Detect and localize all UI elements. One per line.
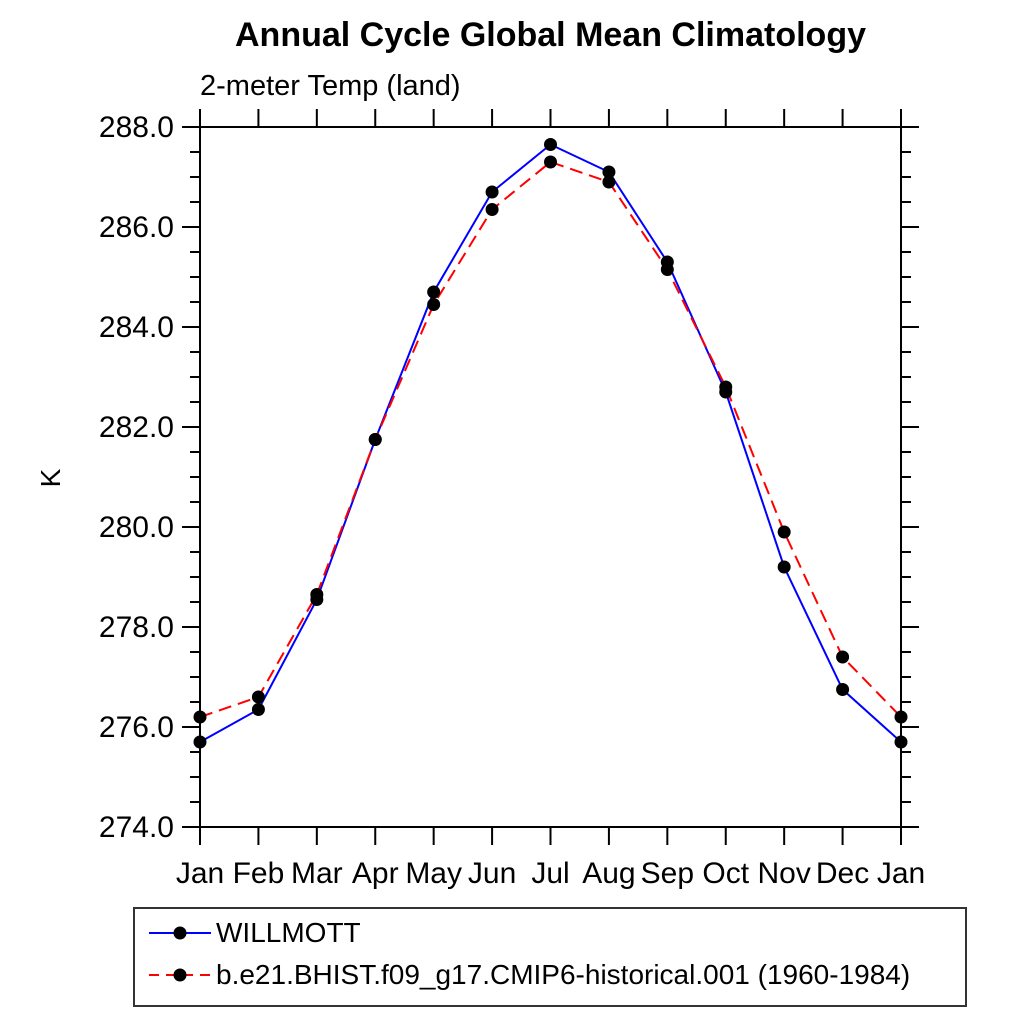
legend: WILLMOTT b.e21.BHIST.f09_g17.CMIP6-histor… [133,907,967,1007]
legend-row-1: b.e21.BHIST.f09_g17.CMIP6-historical.001… [135,954,965,996]
data-point-1 [719,380,733,394]
data-point-0 [485,185,499,199]
data-point-1 [485,203,499,216]
x-tick-label: Nov [757,857,810,890]
y-tick-label: 282.0 [99,411,174,444]
y-tick-label: 288.0 [99,111,174,144]
series-line-1 [199,160,902,718]
x-tick-label: Oct [702,857,749,890]
y-tick-label: 278.0 [99,611,174,644]
x-tick-label: Jun [468,857,516,890]
y-tick-label: 274.0 [99,811,174,844]
data-point-1 [310,588,324,601]
legend-label: b.e21.BHIST.f09_g17.CMIP6-historical.001… [216,959,911,990]
x-tick-label: Aug [582,857,635,890]
x-tick-label: Jan [877,857,925,890]
data-point-0 [427,285,441,299]
x-tick-label: Mar [291,857,343,890]
legend-swatch-dashed-line-icon [149,968,211,982]
y-tick-label: 280.0 [99,511,174,544]
y-tick-label: 284.0 [99,311,174,344]
x-tick-label: Dec [816,857,869,890]
data-point-1 [660,263,674,276]
x-tick-label: Jan [176,857,224,890]
data-point-0 [193,735,207,749]
data-point-0 [544,138,557,151]
series-line-0 [199,143,902,743]
legend-swatch-solid-line-icon [149,926,211,940]
data-point-1 [777,525,791,539]
chart-subtitle: 2-meter Temp (land) [200,70,461,102]
data-point-0 [894,735,908,749]
x-tick-label: Jul [531,857,569,890]
data-point-1 [602,175,616,189]
x-tick-label: Apr [352,857,399,890]
data-point-0 [836,683,850,696]
data-point-1 [894,710,908,724]
data-point-1 [836,650,850,664]
data-point-1 [427,298,441,311]
data-point-1 [544,155,557,169]
legend-label: WILLMOTT [216,917,361,948]
data-point-0 [777,560,791,574]
data-point-1 [368,433,382,446]
data-point-0 [602,165,616,179]
x-tick-label: Sep [641,857,694,890]
legend-row-0: WILLMOTT [135,912,965,954]
data-point-1 [193,710,207,724]
y-tick-label: 276.0 [99,711,174,744]
data-point-0 [251,703,265,716]
x-tick-label: Feb [233,857,285,890]
x-tick-label: May [405,857,462,890]
chart-title: Annual Cycle Global Mean Climatology [235,16,866,54]
plot-frame [199,126,902,828]
y-tick-label: 286.0 [99,211,174,244]
data-point-1 [251,690,265,704]
